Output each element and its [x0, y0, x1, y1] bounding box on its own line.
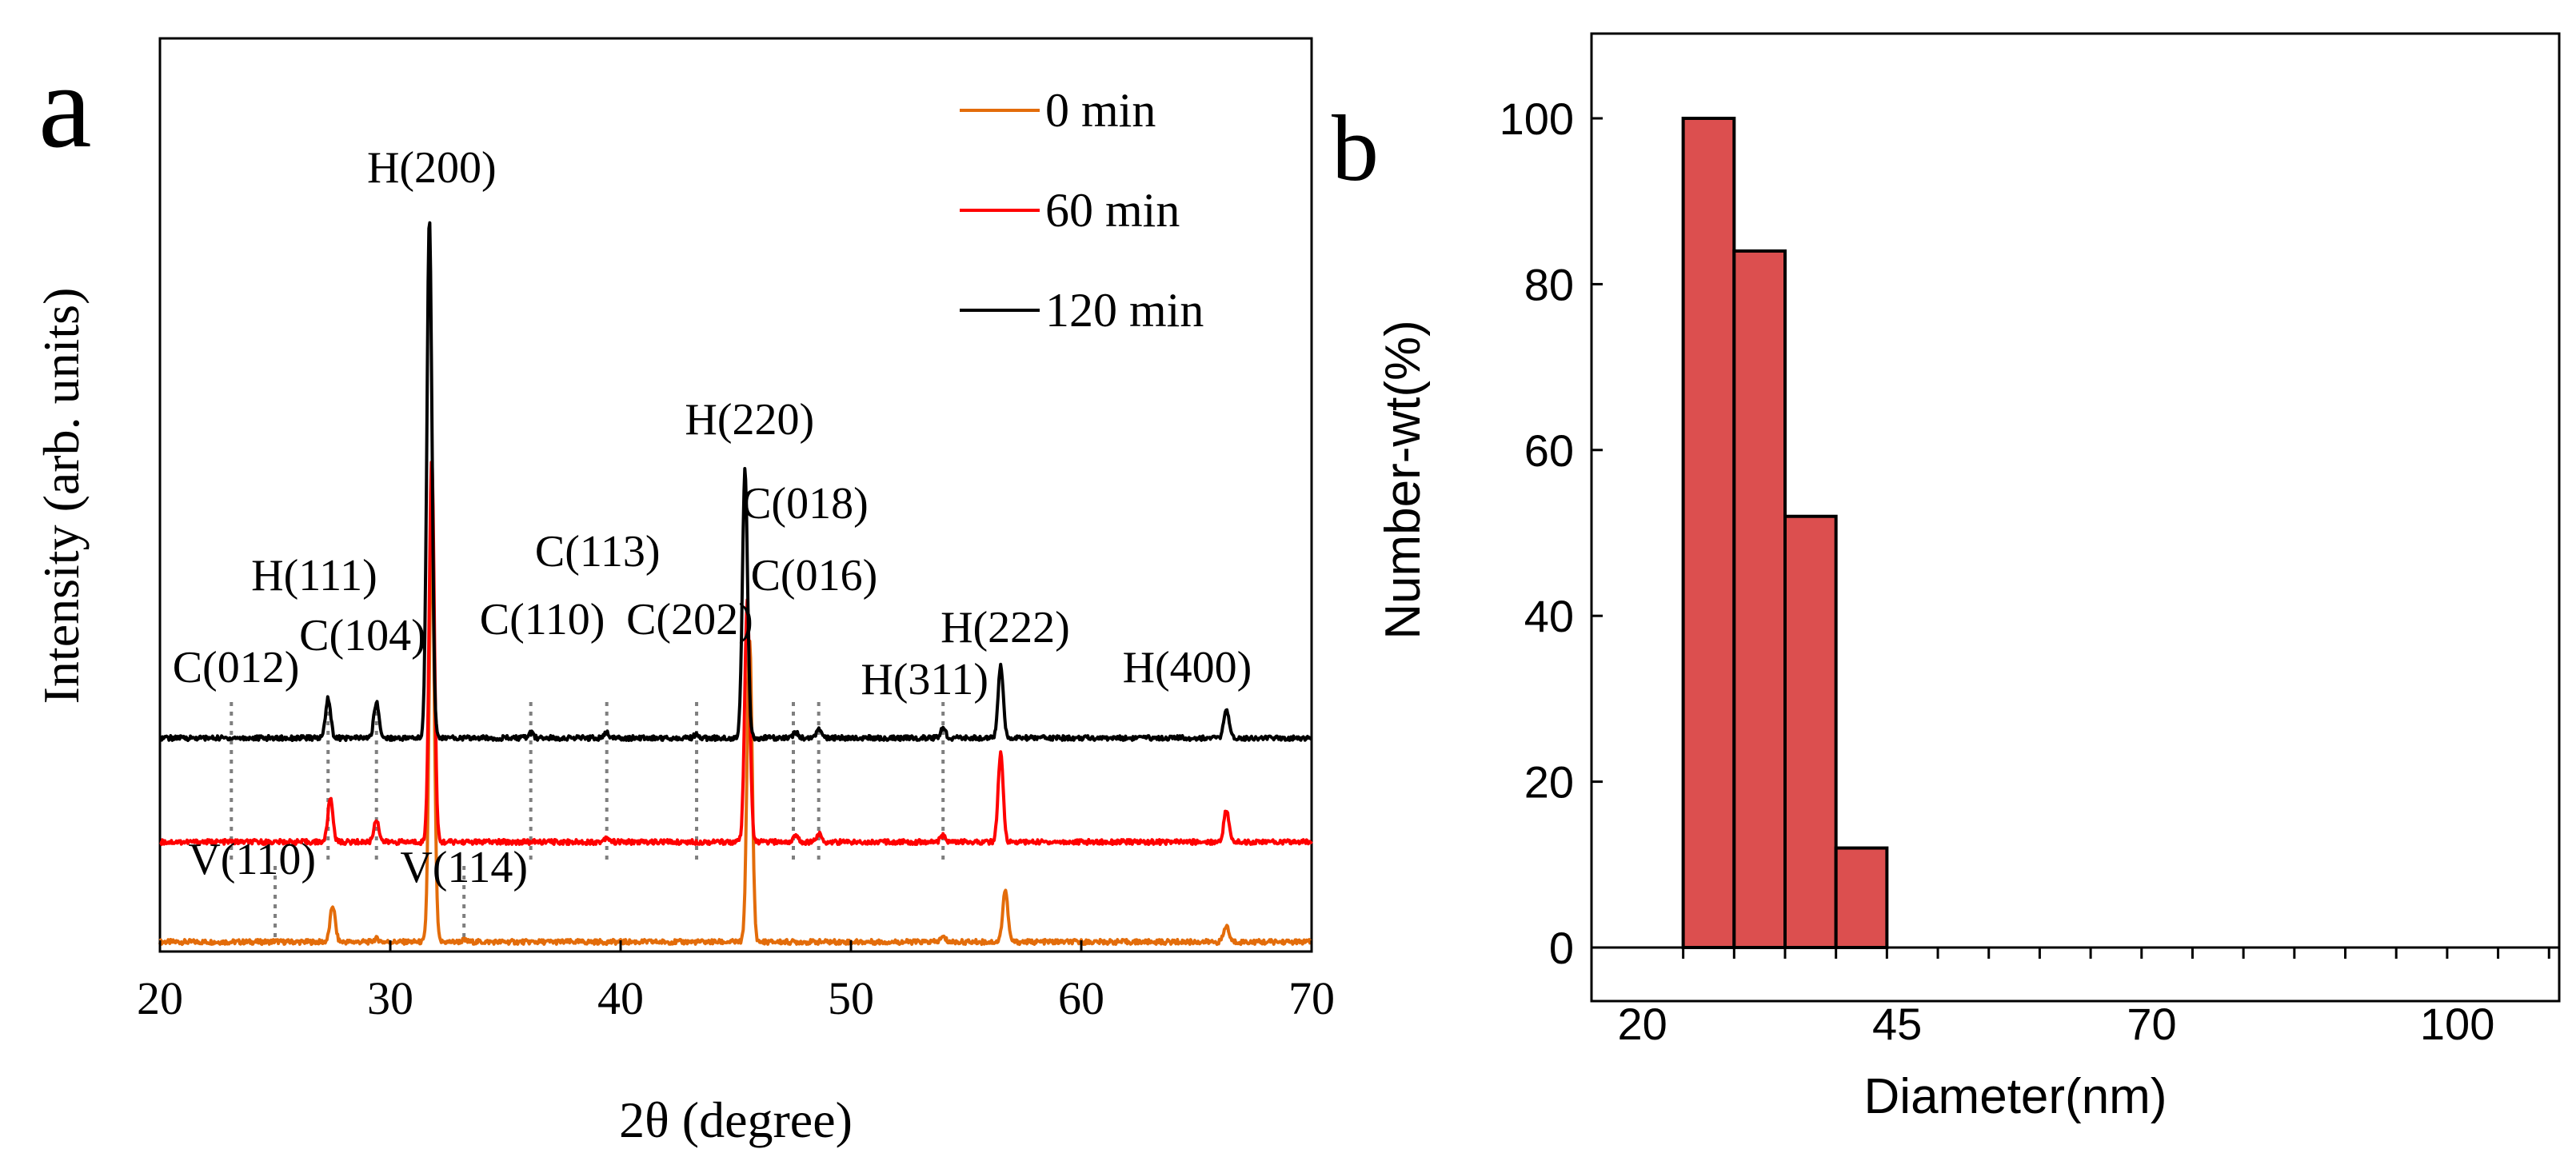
- x-tick-label: 70: [1288, 972, 1335, 1024]
- histogram-bar: [1834, 846, 1889, 950]
- x-tick-label: 20: [1618, 999, 1667, 1049]
- peak-label: C(012): [173, 643, 300, 692]
- peak-label: C(110): [480, 595, 605, 644]
- x-axis-ticks: 20 30 40 50 60 70: [137, 940, 1335, 1024]
- peak-label: C(018): [741, 479, 869, 529]
- histogram-bars: [1592, 117, 2559, 959]
- peak-label: H(400): [1123, 643, 1252, 692]
- x-axis-label: 2θ (degree): [619, 1091, 853, 1148]
- peak-label: H(311): [861, 655, 988, 704]
- panel-b-chart: b 0 20 40 60 80 100 20 45 70 100 Diameter(nm) Nu…: [1332, 32, 2561, 1124]
- x-tick-label: 70: [2127, 999, 2176, 1049]
- peak-annotations: H(200) H(220) C(018) C(113) H(111) C(016) C(11…: [173, 143, 1252, 892]
- series-line-120-min: [159, 221, 1313, 742]
- x-tick-label: 60: [1058, 972, 1104, 1024]
- peak-label: H(220): [685, 395, 814, 445]
- histogram-bar: [1783, 514, 1838, 949]
- legend-entry: 120 min: [1045, 284, 1204, 337]
- panel-b-plot-frame: [1590, 32, 2561, 1003]
- panel-label-a: a: [38, 40, 92, 173]
- x-tick-label: 30: [367, 972, 413, 1024]
- x-axis-label: Diameter(nm): [1864, 1069, 2167, 1124]
- peak-label: V(110): [188, 835, 316, 884]
- series-line-60-min: [159, 461, 1313, 846]
- y-axis-label: Number-wt(%): [1376, 320, 1431, 640]
- y-tick-label: 60: [1524, 425, 1574, 476]
- peak-label: H(111): [251, 551, 377, 600]
- peak-label: C(202): [626, 595, 753, 644]
- y-axis-ticks: 0 20 40 60 80 100: [1500, 94, 1603, 973]
- y-tick-label: 0: [1549, 923, 1574, 973]
- xrd-series: [158, 221, 1313, 946]
- series-line-0-min: [158, 526, 1313, 946]
- panel-label-b: b: [1332, 96, 1379, 201]
- peak-label: H(222): [941, 603, 1070, 652]
- legend-entry: 0 min: [1045, 84, 1156, 137]
- reference-lines: [230, 702, 945, 942]
- x-tick-label: 20: [137, 972, 183, 1024]
- peak-label: H(200): [367, 143, 497, 193]
- x-tick-label: 50: [828, 972, 874, 1024]
- x-tick-label: 40: [597, 972, 644, 1024]
- x-axis-ticks: 20 45 70 100: [1618, 999, 2495, 1049]
- legend: 0 min 60 min 120 min: [960, 84, 1204, 337]
- peak-label: C(104): [299, 611, 426, 660]
- panel-a-chart: a H(200)H(220)C(018)C(113)H(111) C(016)C(…: [33, 37, 1335, 1148]
- panel-a-plot-frame: [158, 37, 1313, 953]
- peak-label: V(114): [400, 843, 528, 892]
- y-tick-label: 40: [1524, 591, 1574, 641]
- histogram-bar: [1681, 117, 1736, 949]
- legend-entry: 60 min: [1045, 184, 1180, 237]
- y-tick-label: 20: [1524, 757, 1574, 808]
- peak-label: C(016): [751, 551, 878, 600]
- x-tick-label: 100: [2420, 999, 2494, 1049]
- histogram-bar: [1732, 249, 1787, 950]
- peak-label: C(113): [535, 527, 661, 577]
- y-axis-label: Intensity (arb. units): [33, 288, 90, 704]
- y-tick-label: 80: [1524, 259, 1574, 309]
- x-tick-label: 45: [1872, 999, 1922, 1049]
- y-tick-label: 100: [1500, 94, 1574, 144]
